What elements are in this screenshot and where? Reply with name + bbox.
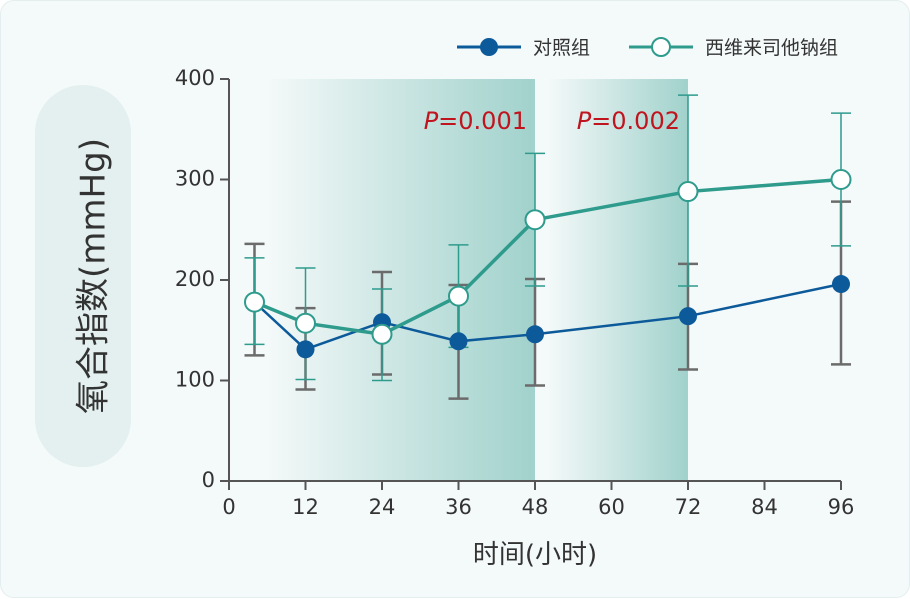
shaded-regions <box>267 79 688 481</box>
y-tick-label: 100 <box>175 368 215 392</box>
y-tick-label: 200 <box>175 267 215 291</box>
x-tick-label: 24 <box>369 495 396 519</box>
y-tick-label: 400 <box>175 66 215 90</box>
data-point-sivelestat <box>448 285 469 307</box>
p-symbol: P <box>577 107 592 135</box>
p-value: =0.001 <box>438 107 527 135</box>
axes: 0 100 200 300 400 0 12 24 36 48 60 72 84 96 <box>175 66 854 519</box>
x-tick-label: 96 <box>828 495 855 519</box>
x-tick-label: 84 <box>751 495 778 519</box>
data-point-sivelestat <box>295 312 316 334</box>
data-point-control <box>526 325 544 344</box>
x-tick-label: 36 <box>445 495 472 519</box>
data-point-sivelestat <box>371 323 393 345</box>
p-value-annotation-2: P=0.002 <box>577 107 680 135</box>
p-value-annotation-1: P=0.001 <box>424 107 527 135</box>
y-axis-label: 氧合指数(mmHg) <box>74 138 114 414</box>
shaded-region-2 <box>547 79 688 481</box>
legend: 对照组 西维来司他钠组 <box>457 37 838 59</box>
legend-label-sivelestat: 西维来司他钠组 <box>705 37 838 59</box>
x-tick-label: 60 <box>598 495 625 519</box>
legend-marker-sivelestat <box>651 37 671 57</box>
data-point-control <box>296 340 315 359</box>
annotations: P=0.001 P=0.002 <box>424 107 680 135</box>
data-point-sivelestat <box>677 181 699 203</box>
legend-label-control: 对照组 <box>533 37 590 59</box>
data-point-control <box>449 332 468 351</box>
y-tick-label: 300 <box>175 167 215 191</box>
data-point-control <box>679 307 697 326</box>
y-tick-label: 0 <box>202 468 215 492</box>
p-symbol: P <box>424 107 439 135</box>
x-axis-label: 时间(小时) <box>473 540 597 570</box>
y-label-pill <box>35 85 131 467</box>
shaded-region-1 <box>267 79 535 481</box>
x-tick-label: 12 <box>292 495 319 519</box>
p-value: =0.002 <box>591 107 680 135</box>
series-layer <box>244 94 852 400</box>
x-tick-label: 48 <box>522 495 549 519</box>
data-point-sivelestat <box>524 209 546 231</box>
x-tick-label: 0 <box>222 495 235 519</box>
data-point-sivelestat <box>830 169 852 190</box>
data-point-control <box>832 275 850 294</box>
data-point-sivelestat <box>244 291 265 313</box>
legend-marker-control <box>480 38 498 56</box>
x-tick-label: 72 <box>675 495 702 519</box>
